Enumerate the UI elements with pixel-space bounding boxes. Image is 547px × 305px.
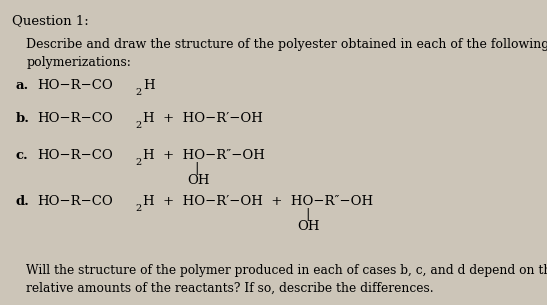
Text: HO−R−CO: HO−R−CO bbox=[37, 149, 113, 162]
Text: H  +  HO−R′−OH  +  HO−R″−OH: H + HO−R′−OH + HO−R″−OH bbox=[143, 195, 373, 208]
Text: OH: OH bbox=[297, 220, 319, 233]
Text: HO−R−CO: HO−R−CO bbox=[37, 195, 113, 208]
Text: 2: 2 bbox=[135, 203, 141, 213]
Text: Question 1:: Question 1: bbox=[12, 14, 89, 27]
Text: |: | bbox=[195, 162, 199, 175]
Text: OH: OH bbox=[187, 174, 210, 187]
Text: 2: 2 bbox=[135, 158, 141, 167]
Text: H  +  HO−R′−OH: H + HO−R′−OH bbox=[143, 113, 263, 125]
Text: Describe and draw the structure of the polyester obtained in each of the followi: Describe and draw the structure of the p… bbox=[26, 38, 547, 69]
Text: a.: a. bbox=[15, 79, 28, 92]
Text: d.: d. bbox=[15, 195, 29, 208]
Text: H  +  HO−R″−OH: H + HO−R″−OH bbox=[143, 149, 265, 162]
Text: Will the structure of the polymer produced in each of cases b, c, and d depend o: Will the structure of the polymer produc… bbox=[26, 264, 547, 295]
Text: |: | bbox=[305, 208, 310, 221]
Text: H: H bbox=[143, 79, 155, 92]
Text: 2: 2 bbox=[135, 88, 141, 97]
Text: c.: c. bbox=[15, 149, 28, 162]
Text: HO−R−CO: HO−R−CO bbox=[37, 79, 113, 92]
Text: HO−R−CO: HO−R−CO bbox=[37, 113, 113, 125]
Text: b.: b. bbox=[15, 113, 30, 125]
Text: 2: 2 bbox=[135, 121, 141, 130]
